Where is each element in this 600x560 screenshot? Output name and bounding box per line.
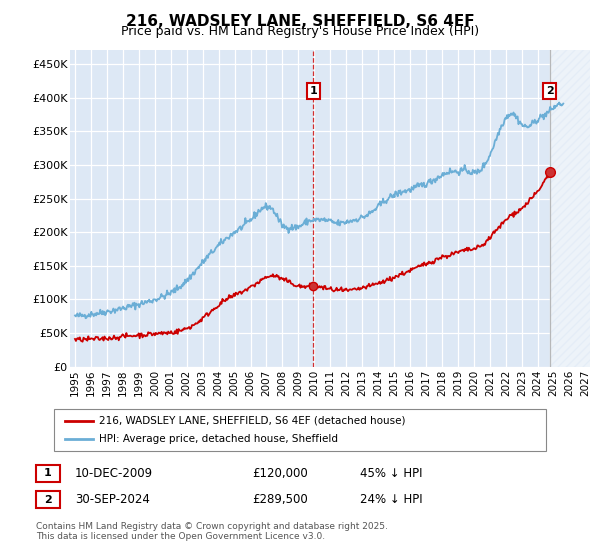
Text: 216, WADSLEY LANE, SHEFFIELD, S6 4EF: 216, WADSLEY LANE, SHEFFIELD, S6 4EF: [125, 14, 475, 29]
Bar: [550, 50, 590, 367]
Text: Price paid vs. HM Land Registry's House Price Index (HPI): Price paid vs. HM Land Registry's House …: [121, 25, 479, 38]
Text: £120,000: £120,000: [252, 466, 308, 480]
Text: 216, WADSLEY LANE, SHEFFIELD, S6 4EF (detached house): 216, WADSLEY LANE, SHEFFIELD, S6 4EF (de…: [99, 416, 406, 426]
Text: 45% ↓ HPI: 45% ↓ HPI: [360, 466, 422, 480]
Text: HPI: Average price, detached house, Sheffield: HPI: Average price, detached house, Shef…: [99, 434, 338, 444]
Text: 2: 2: [546, 86, 554, 96]
Text: £289,500: £289,500: [252, 493, 308, 506]
Text: 1: 1: [310, 86, 317, 96]
Text: 2: 2: [44, 494, 52, 505]
Text: 1: 1: [44, 468, 52, 478]
Text: 30-SEP-2024: 30-SEP-2024: [75, 493, 150, 506]
Text: 10-DEC-2009: 10-DEC-2009: [75, 466, 153, 480]
Bar: [550, 50, 590, 367]
Text: Contains HM Land Registry data © Crown copyright and database right 2025.
This d: Contains HM Land Registry data © Crown c…: [36, 522, 388, 542]
Text: 24% ↓ HPI: 24% ↓ HPI: [360, 493, 422, 506]
